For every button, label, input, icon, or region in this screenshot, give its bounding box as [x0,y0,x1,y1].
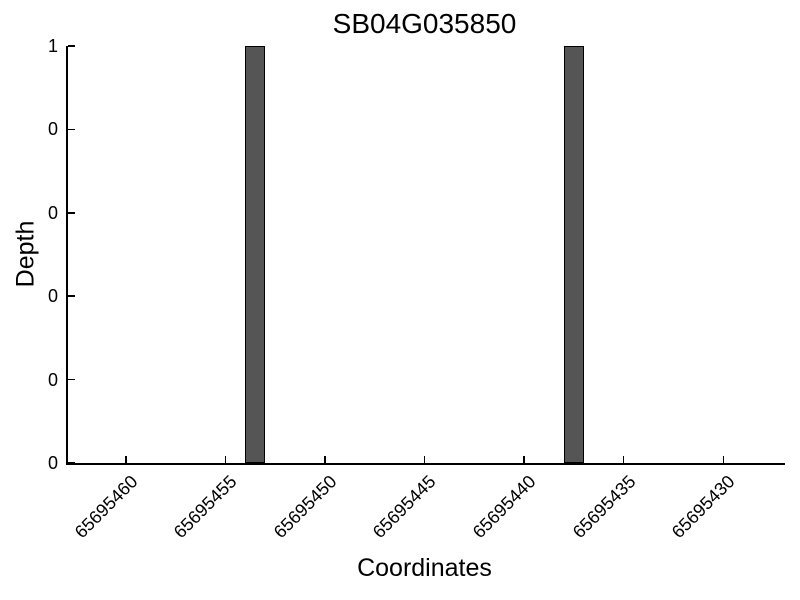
y-axis-label: Depth [11,220,40,288]
x-axis-label: Coordinates [357,554,492,582]
x-tick-mark [523,456,525,463]
x-tick-label: 65695435 [568,471,640,543]
y-tick-label: 0 [47,453,58,473]
x-tick-mark [324,456,326,463]
x-tick-label: 65695450 [269,471,341,543]
y-tick-mark [68,295,75,297]
y-tick-label: 0 [47,202,58,223]
y-tick-label: 1 [47,36,58,56]
y-tick-mark [68,462,75,464]
x-tick-mark [722,456,724,463]
y-tick-mark [68,378,75,381]
x-tick-mark [224,456,227,463]
y-tick-mark [68,128,75,131]
depth-bar [245,46,266,463]
y-tick-label: 0 [47,286,58,307]
plot-area [66,45,785,465]
chart-title: SB04G035850 [332,8,517,39]
x-tick-label: 65695445 [369,471,440,543]
x-tick-label: 65695440 [468,471,540,543]
x-tick-label: 65695455 [170,471,241,543]
y-tick-mark [68,45,75,47]
depth-bar [563,46,584,463]
x-tick-mark [622,456,625,463]
x-tick-label: 65695430 [667,471,739,543]
x-tick-mark [125,456,127,463]
y-tick-label: 0 [47,369,58,390]
y-tick-mark [68,212,75,214]
x-tick-label: 65695460 [70,471,142,543]
x-tick-mark [423,456,426,463]
y-tick-label: 0 [47,119,58,140]
